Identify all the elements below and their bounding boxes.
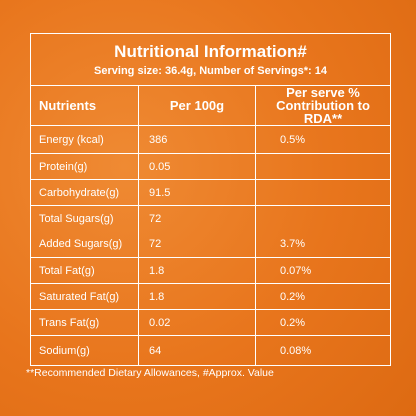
- nutrient-cell: Trans Fat(g): [30, 309, 139, 336]
- rda-cell: 0.07%: [254, 257, 392, 284]
- table-row: Energy (kcal) 386 0.5%: [30, 125, 392, 154]
- nutrition-table: Nutritional Information# Serving size: 3…: [29, 33, 392, 366]
- nutrient-cell: Total Sugars(g): [30, 205, 139, 232]
- table-row: Trans Fat(g) 0.02 0.2%: [30, 309, 392, 336]
- rda-cell: 3.7%: [254, 231, 392, 258]
- nutrient-cell: Added Sugars(g): [30, 231, 139, 258]
- table-row: Protein(g) 0.05: [30, 153, 392, 180]
- per-100g-cell: 72: [138, 205, 256, 232]
- per-100g-cell: 72: [138, 231, 256, 258]
- column-header: Per 100g: [138, 85, 256, 126]
- rda-cell: 0.08%: [254, 335, 392, 366]
- table-row: Total Sugars(g) 72: [30, 205, 392, 232]
- column-header: Per serve % Contribution to RDA**: [254, 85, 392, 126]
- rda-cell: 0.2%: [254, 283, 392, 310]
- nutrient-cell: Carbohydrate(g): [30, 179, 139, 206]
- rda-cell: [254, 205, 392, 232]
- per-100g-cell: 64: [138, 335, 256, 366]
- nutrient-cell: Protein(g): [30, 153, 139, 180]
- table-row: Total Fat(g) 1.8 0.07%: [30, 257, 392, 284]
- title-cell: Nutritional Information# Serving size: 3…: [29, 33, 392, 86]
- per-100g-cell: 386: [138, 125, 256, 154]
- per-100g-cell: 1.8: [138, 283, 256, 310]
- footnote: **Recommended Dietary Allowances, #Appro…: [26, 367, 274, 379]
- per-100g-cell: 91.5: [138, 179, 256, 206]
- rda-cell: 0.5%: [254, 125, 392, 154]
- column-header: Nutrients: [30, 85, 139, 126]
- nutrient-cell: Total Fat(g): [30, 257, 139, 284]
- per-100g-cell: 1.8: [138, 257, 256, 284]
- table-row: Sodium(g) 64 0.08%: [30, 335, 392, 366]
- table-row: Added Sugars(g) 72 3.7%: [30, 231, 392, 258]
- rda-cell: [254, 153, 392, 180]
- nutrient-cell: Saturated Fat(g): [30, 283, 139, 310]
- per-100g-cell: 0.02: [138, 309, 256, 336]
- rda-cell: [254, 179, 392, 206]
- table-row: Carbohydrate(g) 91.5: [30, 179, 392, 206]
- rda-cell: 0.2%: [254, 309, 392, 336]
- nutrient-cell: Energy (kcal): [30, 125, 139, 154]
- nutrient-cell: Sodium(g): [30, 335, 139, 366]
- serving: Serving size: 36.4g, Number of Servings*…: [94, 65, 327, 77]
- per-100g-cell: 0.05: [138, 153, 256, 180]
- title: Nutritional Information#: [114, 42, 307, 61]
- header-row: Nutrients Per 100g Per serve % Contributio…: [30, 85, 392, 126]
- table-row: Saturated Fat(g) 1.8 0.2%: [30, 283, 392, 310]
- title-row: Nutritional Information# Serving size: 3…: [29, 33, 392, 86]
